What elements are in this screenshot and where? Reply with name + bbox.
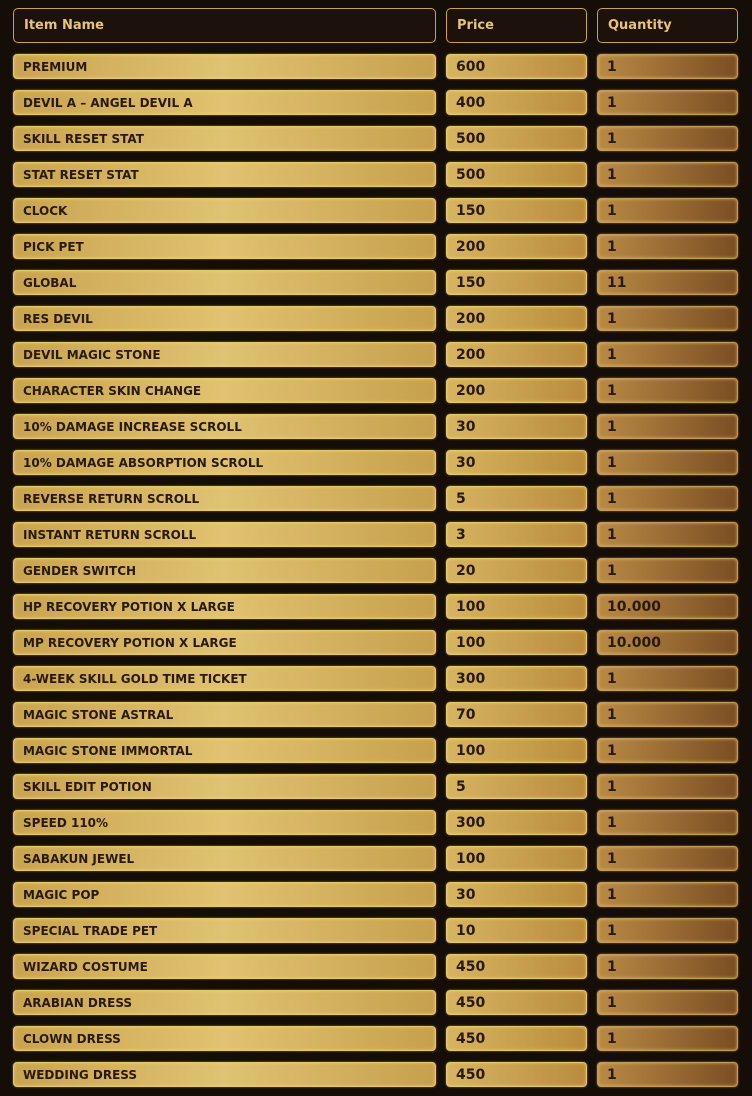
- item-name-cell: GENDER SWITCH: [13, 558, 436, 583]
- quantity-cell: 1: [597, 522, 738, 547]
- price-cell: 450: [446, 990, 587, 1015]
- item-name-cell: DEVIL MAGIC STONE: [13, 342, 436, 367]
- item-name-cell: MP RECOVERY POTION X LARGE: [13, 630, 436, 655]
- price-cell: 600: [446, 54, 587, 79]
- quantity-cell: 1: [597, 990, 738, 1015]
- price-cell: 5: [446, 774, 587, 799]
- quantity-cell: 1: [597, 918, 738, 943]
- item-name-cell: CLOCK: [13, 198, 436, 223]
- quantity-cell: 1: [597, 774, 738, 799]
- price-cell: 400: [446, 90, 587, 115]
- quantity-cell: 1: [597, 738, 738, 763]
- quantity-cell: 1: [597, 198, 738, 223]
- quantity-cell: 1: [597, 954, 738, 979]
- price-cell: 200: [446, 378, 587, 403]
- quantity-cell: 1: [597, 162, 738, 187]
- quantity-cell: 1: [597, 1026, 738, 1051]
- price-cell: 150: [446, 270, 587, 295]
- price-cell: 500: [446, 126, 587, 151]
- price-cell: 30: [446, 882, 587, 907]
- item-name-cell: SABAKUN JEWEL: [13, 846, 436, 871]
- quantity-cell: 1: [597, 846, 738, 871]
- header-quantity: Quantity: [597, 8, 738, 43]
- item-name-cell: MAGIC STONE ASTRAL: [13, 702, 436, 727]
- price-cell: 30: [446, 450, 587, 475]
- price-cell: 450: [446, 954, 587, 979]
- quantity-cell: 1: [597, 126, 738, 151]
- price-cell: 200: [446, 234, 587, 259]
- item-name-cell: WIZARD COSTUME: [13, 954, 436, 979]
- quantity-cell: 1: [597, 558, 738, 583]
- price-cell: 300: [446, 810, 587, 835]
- quantity-cell: 1: [597, 414, 738, 439]
- price-cell: 200: [446, 342, 587, 367]
- quantity-cell: 10.000: [597, 594, 738, 619]
- item-name-cell: MAGIC POP: [13, 882, 436, 907]
- item-name-cell: ARABIAN DRESS: [13, 990, 436, 1015]
- price-cell: 70: [446, 702, 587, 727]
- quantity-cell: 1: [597, 666, 738, 691]
- price-cell: 5: [446, 486, 587, 511]
- item-name-cell: CHARACTER SKIN CHANGE: [13, 378, 436, 403]
- header-item-name: Item Name: [13, 8, 436, 43]
- item-name-cell: PREMIUM: [13, 54, 436, 79]
- quantity-cell: 1: [597, 486, 738, 511]
- price-cell: 100: [446, 594, 587, 619]
- price-cell: 450: [446, 1062, 587, 1087]
- price-cell: 100: [446, 846, 587, 871]
- price-cell: 150: [446, 198, 587, 223]
- header-price: Price: [446, 8, 587, 43]
- quantity-cell: 10.000: [597, 630, 738, 655]
- price-cell: 10: [446, 918, 587, 943]
- quantity-cell: 1: [597, 342, 738, 367]
- quantity-cell: 11: [597, 270, 738, 295]
- price-cell: 100: [446, 630, 587, 655]
- price-cell: 20: [446, 558, 587, 583]
- item-name-cell: GLOBAL: [13, 270, 436, 295]
- item-name-cell: HP RECOVERY POTION X LARGE: [13, 594, 436, 619]
- item-name-cell: 4-WEEK SKILL GOLD TIME TICKET: [13, 666, 436, 691]
- price-cell: 300: [446, 666, 587, 691]
- item-name-cell: 10% DAMAGE INCREASE SCROLL: [13, 414, 436, 439]
- item-name-cell: MAGIC STONE IMMORTAL: [13, 738, 436, 763]
- item-name-cell: WEDDING DRESS: [13, 1062, 436, 1087]
- item-name-cell: STAT RESET STAT: [13, 162, 436, 187]
- item-name-cell: SPEED 110%: [13, 810, 436, 835]
- price-cell: 100: [446, 738, 587, 763]
- quantity-cell: 1: [597, 378, 738, 403]
- item-name-cell: SPECIAL TRADE PET: [13, 918, 436, 943]
- price-cell: 3: [446, 522, 587, 547]
- item-name-cell: SKILL EDIT POTION: [13, 774, 436, 799]
- quantity-cell: 1: [597, 702, 738, 727]
- quantity-cell: 1: [597, 54, 738, 79]
- quantity-cell: 1: [597, 90, 738, 115]
- price-cell: 500: [446, 162, 587, 187]
- price-cell: 200: [446, 306, 587, 331]
- item-name-cell: 10% DAMAGE ABSORPTION SCROLL: [13, 450, 436, 475]
- quantity-cell: 1: [597, 234, 738, 259]
- item-name-cell: RES DEVIL: [13, 306, 436, 331]
- quantity-cell: 1: [597, 450, 738, 475]
- quantity-cell: 1: [597, 882, 738, 907]
- item-name-cell: INSTANT RETURN SCROLL: [13, 522, 436, 547]
- price-cell: 450: [446, 1026, 587, 1051]
- item-name-cell: CLOWN DRESS: [13, 1026, 436, 1051]
- item-name-cell: PICK PET: [13, 234, 436, 259]
- item-name-cell: SKILL RESET STAT: [13, 126, 436, 151]
- item-name-cell: DEVIL A – ANGEL DEVIL A: [13, 90, 436, 115]
- quantity-cell: 1: [597, 1062, 738, 1087]
- price-cell: 30: [446, 414, 587, 439]
- item-name-cell: REVERSE RETURN SCROLL: [13, 486, 436, 511]
- quantity-cell: 1: [597, 810, 738, 835]
- quantity-cell: 1: [597, 306, 738, 331]
